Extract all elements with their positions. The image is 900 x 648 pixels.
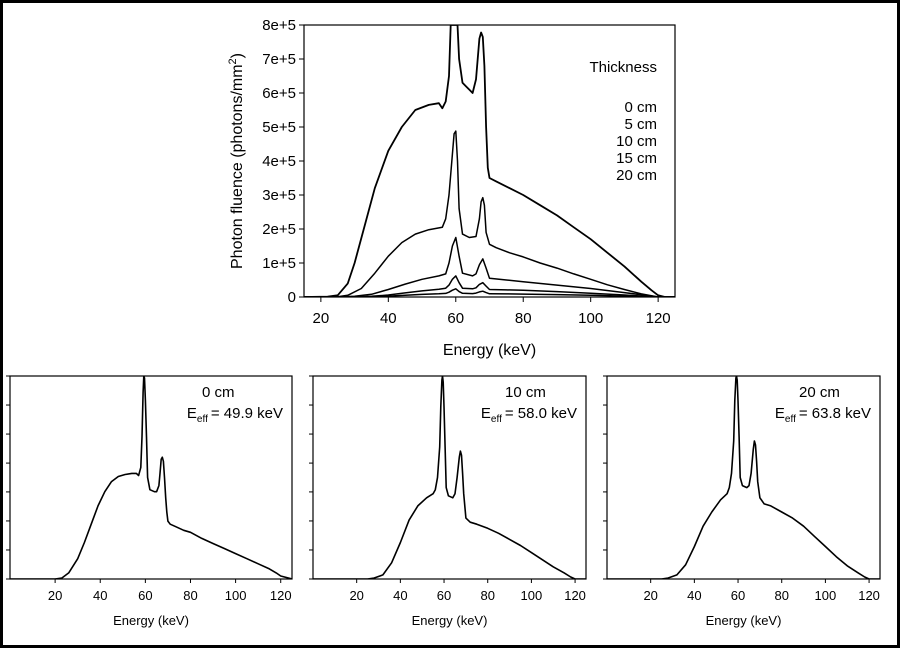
y-axis-label: Photon fluence (photons/mm2): [227, 53, 246, 269]
x-tick-label: 100: [225, 588, 247, 603]
y-tick-label: 5e+5: [262, 119, 296, 136]
x-tick-label: 120: [646, 310, 671, 327]
y-tick-label: 3e+5: [262, 187, 296, 204]
effective-energy-value: = 49.9 keV: [211, 405, 283, 422]
legend-entry: 0 cm: [624, 99, 657, 116]
spectrum-20cm-chart: 20 40 60 80 100 120 Energy (keV) 20 cm Eeff = 63.…: [603, 375, 881, 628]
y-tick-label: 8e+5: [262, 17, 296, 34]
x-tick-label: 20: [643, 588, 657, 603]
main-chart: 20 40 60 80 100 120 0 1e+5 2e+5 3e+5 4e+5 5e+5 6e+5 7…: [227, 17, 676, 359]
x-tick-label: 60: [437, 588, 451, 603]
effective-energy-symbol: E: [775, 405, 785, 422]
x-tick-label: 100: [815, 588, 837, 603]
legend-entry: 20 cm: [616, 167, 657, 184]
x-tick-label: 80: [515, 310, 532, 327]
x-tick-label: 80: [774, 588, 788, 603]
series-line-15cm: [304, 275, 675, 297]
effective-energy-subscript: eff: [197, 414, 208, 425]
x-axis-label: Energy (keV): [113, 613, 189, 628]
y-tick-label: 1e+5: [262, 255, 296, 272]
panel-label: 10 cm: [505, 384, 546, 401]
y-tick-label: 7e+5: [262, 51, 296, 68]
plot-frame: [606, 375, 881, 580]
y-tick-label: 6e+5: [262, 85, 296, 102]
x-tick-label: 40: [393, 588, 407, 603]
legend-entry: 5 cm: [624, 116, 657, 133]
legend-title: Thickness: [589, 59, 657, 76]
effective-energy-label: Eeff = 63.8 keV: [775, 405, 871, 425]
series-line-5cm: [304, 130, 675, 297]
x-tick-label: 20: [349, 588, 363, 603]
series-line-10cm: [304, 236, 675, 297]
x-tick-label: 20: [48, 588, 62, 603]
y-axis-label-superscript: 2: [227, 58, 239, 64]
x-tick-label: 100: [521, 588, 543, 603]
effective-energy-subscript: eff: [785, 414, 796, 425]
y-tick-label: 4e+5: [262, 153, 296, 170]
y-axis-label-main: Photon fluence (photons/mm: [229, 64, 246, 269]
y-axis-label-end: ): [229, 53, 246, 58]
effective-energy-symbol: E: [187, 405, 197, 422]
series-line-20cm: [304, 288, 675, 297]
effective-energy-label: Eeff = 58.0 keV: [481, 405, 577, 425]
panel-label: 0 cm: [202, 384, 235, 401]
plot-frame: [9, 375, 293, 580]
x-tick-label: 40: [687, 588, 701, 603]
panel-label: 20 cm: [799, 384, 840, 401]
x-tick-label: 60: [731, 588, 745, 603]
effective-energy-value: = 63.8 keV: [799, 405, 871, 422]
x-axis-label: Energy (keV): [706, 613, 782, 628]
effective-energy-label: Eeff = 49.9 keV: [187, 405, 283, 425]
x-tick-label: 80: [183, 588, 197, 603]
legend-entry: 10 cm: [616, 133, 657, 150]
series-line: [10, 376, 292, 579]
effective-energy-symbol: E: [481, 405, 491, 422]
spectrum-10cm-chart: 20 40 60 80 100 120 Energy (keV) 10 cm Eeff = 58.…: [309, 375, 587, 628]
x-tick-label: 40: [93, 588, 107, 603]
effective-energy-subscript: eff: [491, 414, 502, 425]
legend-entry: 15 cm: [616, 150, 657, 167]
x-tick-label: 60: [447, 310, 464, 327]
x-tick-label: 120: [564, 588, 586, 603]
x-tick-label: 60: [138, 588, 152, 603]
y-tick-label: 0: [288, 289, 296, 306]
series-line-0cm: [304, 25, 675, 297]
series-line: [313, 376, 586, 579]
plot-frame: [312, 375, 587, 580]
x-tick-label: 100: [578, 310, 603, 327]
x-tick-label: 80: [480, 588, 494, 603]
effective-energy-value: = 58.0 keV: [505, 405, 577, 422]
x-tick-label: 20: [313, 310, 330, 327]
x-tick-label: 40: [380, 310, 397, 327]
spectrum-0cm-chart: 20 40 60 80 100 120 Energy (keV) 0 cm Eeff = 49.9…: [6, 375, 293, 628]
y-tick-label: 2e+5: [262, 221, 296, 238]
x-axis-label: Energy (keV): [443, 342, 536, 359]
x-axis-label: Energy (keV): [412, 613, 488, 628]
series-line: [607, 376, 880, 579]
x-tick-label: 120: [858, 588, 880, 603]
x-tick-label: 120: [270, 588, 292, 603]
